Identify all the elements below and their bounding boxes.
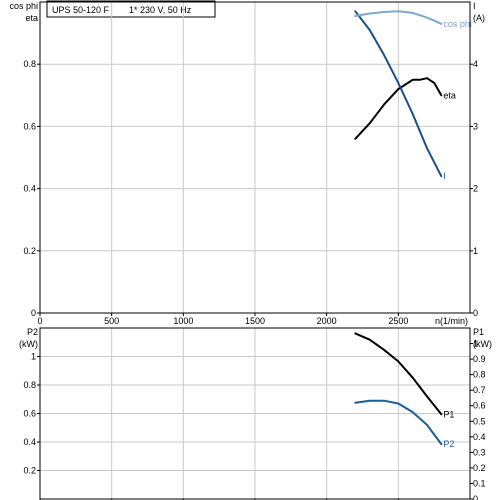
y-right-tick-label: 2	[473, 184, 478, 194]
y-left-axis-label: P2	[27, 327, 38, 337]
x-tick-label: 500	[104, 316, 119, 326]
y-left-tick-label: 0.8	[23, 380, 36, 390]
y-left-axis-label: (kW)	[19, 339, 38, 349]
y-left-tick-label: 0.6	[23, 409, 36, 419]
y-right-tick-label: 0	[473, 308, 478, 318]
series-line-i	[354, 10, 443, 178]
header-supply: 1* 230 V, 50 Hz	[129, 5, 192, 15]
x-axis-label: n(1/min)	[435, 316, 468, 326]
y-left-tick-label: 1	[31, 352, 36, 362]
header-model: UPS 50-120 F	[52, 5, 110, 15]
y-right-tick-label: 4	[473, 59, 478, 69]
y-right-tick-label: 0.6	[473, 401, 486, 411]
x-tick-label: 1500	[245, 316, 265, 326]
series-line-p1	[354, 332, 443, 416]
y-left-tick-label: 0.2	[23, 466, 36, 476]
y-left-tick-label: 0	[31, 308, 36, 318]
y-right-tick-label: 0.1	[473, 478, 486, 488]
series-label-eta: eta	[443, 90, 456, 100]
y-right-tick-label: 1	[473, 246, 478, 256]
y-right-tick-label: 0.2	[473, 463, 486, 473]
y-left-tick-label: 0.4	[23, 184, 36, 194]
y-left-tick-label: 0.4	[23, 437, 36, 447]
series-label-p1: P1	[443, 409, 454, 419]
series-label-cos-phi: cos phi	[443, 19, 472, 29]
y-right-axis-label: (kW)	[473, 339, 492, 349]
y-right-tick-label: 0.7	[473, 385, 486, 395]
x-tick-label: 2000	[317, 316, 337, 326]
y-right-tick-label: 3	[473, 121, 478, 131]
y-right-tick-label: 0.3	[473, 447, 486, 457]
y-left-tick-label: 0.2	[23, 246, 36, 256]
x-tick-label: 2500	[388, 316, 408, 326]
y-right-axis-label: I	[473, 1, 476, 11]
y-right-tick-label: 1	[473, 339, 478, 349]
y-right-tick-label: 0.4	[473, 432, 486, 442]
series-line-p2	[354, 399, 443, 446]
y-left-tick-label: 0.6	[23, 121, 36, 131]
series-line-cos-phi	[354, 10, 443, 25]
x-tick-label: 0	[37, 316, 42, 326]
y-right-tick-label: 0	[473, 494, 478, 500]
y-right-tick-label: 0.8	[473, 370, 486, 380]
y-right-tick-label: 0.5	[473, 416, 486, 426]
y-right-axis-label: P1	[473, 327, 484, 337]
series-label-p2: P2	[443, 439, 454, 449]
y-right-axis-label: (A)	[473, 13, 485, 23]
y-left-axis-label: eta	[25, 13, 38, 23]
series-line-eta	[354, 77, 443, 140]
series-label-i: I	[443, 171, 446, 181]
y-left-tick-label: 0.8	[23, 59, 36, 69]
y-right-tick-label: 0.9	[473, 354, 486, 364]
header-box	[46, 0, 216, 18]
x-tick-label: 1000	[173, 316, 193, 326]
y-left-axis-label: cos phi	[9, 1, 38, 11]
